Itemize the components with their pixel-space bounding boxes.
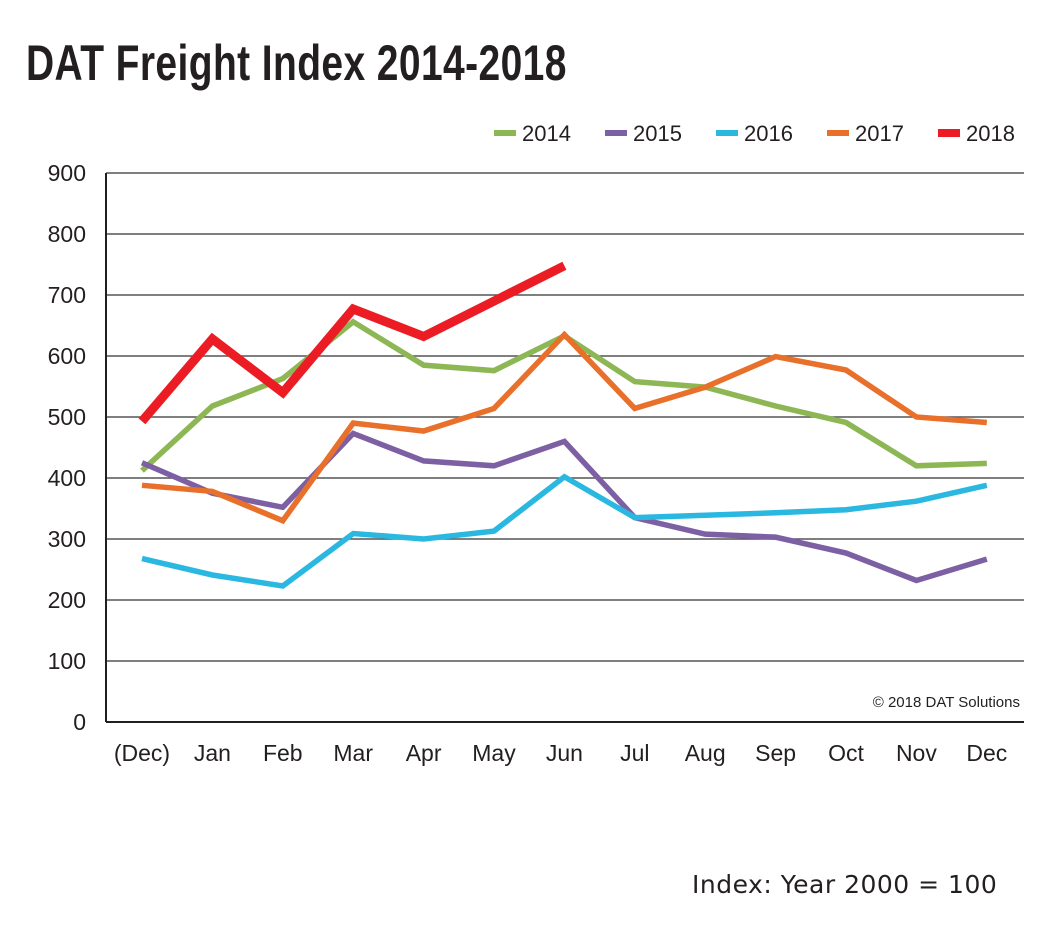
y-tick-label: 300 [48, 526, 86, 552]
legend-label-2017: 2017 [855, 121, 904, 146]
x-tick-label: Jul [620, 740, 649, 766]
x-tick-label: Nov [896, 740, 937, 766]
y-tick-label: 0 [73, 709, 86, 735]
x-tick-label: Feb [263, 740, 303, 766]
y-tick-label: 500 [48, 404, 86, 430]
x-tick-label: Mar [333, 740, 373, 766]
y-tick-label: 400 [48, 465, 86, 491]
series-line-2017 [141, 330, 988, 525]
legend-label-2018: 2018 [966, 121, 1015, 146]
gridlines [105, 172, 1024, 723]
copyright-note: © 2018 DAT Solutions [873, 694, 1020, 711]
legend-label-2016: 2016 [744, 121, 793, 146]
y-tick-label: 600 [48, 343, 86, 369]
x-tick-label: Aug [685, 740, 726, 766]
y-tick-label: 100 [48, 648, 86, 674]
y-axis-ticks: 0 100 200 300 400 500 600 700 800 900 [48, 160, 86, 735]
chart-title: DAT Freight Index 2014-2018 [26, 35, 567, 91]
x-tick-label: Oct [828, 740, 864, 766]
series-lines [138, 261, 988, 589]
x-tick-label: Dec [966, 740, 1007, 766]
legend-label-2015: 2015 [633, 121, 682, 146]
index-footnote: Index: Year 2000 = 100 [692, 870, 998, 899]
series-line-2014 [140, 318, 987, 473]
x-tick-label: Jun [546, 740, 583, 766]
x-tick-label: May [472, 740, 516, 766]
y-tick-label: 700 [48, 282, 86, 308]
x-tick-label: (Dec) [114, 740, 170, 766]
y-tick-label: 800 [48, 221, 86, 247]
legend-label-2014: 2014 [522, 121, 571, 146]
series-line-2016 [141, 473, 988, 589]
x-tick-label: Apr [406, 740, 442, 766]
y-tick-label: 900 [48, 160, 86, 186]
legend: 2014 2015 2016 2017 2018 [494, 121, 1015, 146]
x-tick-label: Sep [755, 740, 796, 766]
x-axis-ticks: (Dec) Jan Feb Mar Apr May Jun Jul Aug Sep Oct Nov De… [114, 740, 1007, 766]
x-tick-label: Jan [194, 740, 231, 766]
y-tick-label: 200 [48, 587, 86, 613]
